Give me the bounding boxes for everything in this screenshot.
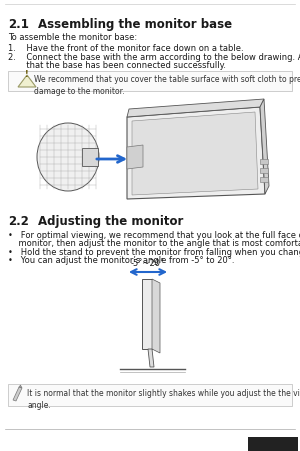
- Polygon shape: [13, 387, 22, 401]
- Polygon shape: [132, 113, 258, 196]
- Text: To assemble the monitor base:: To assemble the monitor base:: [8, 33, 137, 42]
- Text: 2.1: 2.1: [8, 18, 29, 31]
- Polygon shape: [127, 100, 264, 118]
- Polygon shape: [127, 108, 265, 199]
- Bar: [260, 169, 268, 174]
- Text: We recommend that you cover the table surface with soft cloth to prevent
damage : We recommend that you cover the table su…: [34, 75, 300, 96]
- Polygon shape: [18, 76, 36, 88]
- Polygon shape: [148, 349, 154, 367]
- Text: Assembling the monitor base: Assembling the monitor base: [38, 18, 232, 31]
- Ellipse shape: [37, 124, 99, 192]
- Text: It is normal that the monitor slightly shakes while you adjust the the viewing
a: It is normal that the monitor slightly s…: [27, 388, 300, 410]
- Text: 2.2: 2.2: [8, 215, 29, 227]
- Text: 2.    Connect the base with the arm according to the below drawing. A click show: 2. Connect the base with the arm accordi…: [8, 53, 300, 62]
- Polygon shape: [127, 146, 143, 170]
- Polygon shape: [142, 279, 152, 349]
- Text: monitor, then adjust the monitor to the angle that is most comfortable for you.: monitor, then adjust the monitor to the …: [8, 239, 300, 248]
- Bar: [8, 384, 292, 406]
- Text: •   You can adjust the monitor’s angle from -5° to 20°.: • You can adjust the monitor’s angle fro…: [8, 255, 235, 264]
- Polygon shape: [19, 385, 22, 388]
- Text: that the base has been connected successfully.: that the base has been connected success…: [8, 61, 226, 70]
- Text: Adjusting the monitor: Adjusting the monitor: [38, 215, 183, 227]
- Bar: [82, 149, 98, 166]
- Text: •   Hold the stand to prevent the monitor from falling when you change its angle: • Hold the stand to prevent the monitor …: [8, 248, 300, 257]
- Bar: [260, 160, 268, 165]
- Text: -5˚~20˚: -5˚~20˚: [131, 258, 165, 267]
- Text: !: !: [25, 70, 29, 79]
- Text: •   For optimal viewing, we recommend that you look at the full face of the: • For optimal viewing, we recommend that…: [8, 230, 300, 239]
- Polygon shape: [260, 100, 269, 194]
- Text: 1.    Have the front of the monitor face down on a table.: 1. Have the front of the monitor face do…: [8, 44, 244, 53]
- Polygon shape: [152, 279, 160, 353]
- Bar: [260, 178, 268, 183]
- Bar: [8, 72, 292, 92]
- Text: 2-1: 2-1: [278, 436, 290, 445]
- Bar: [248, 437, 298, 451]
